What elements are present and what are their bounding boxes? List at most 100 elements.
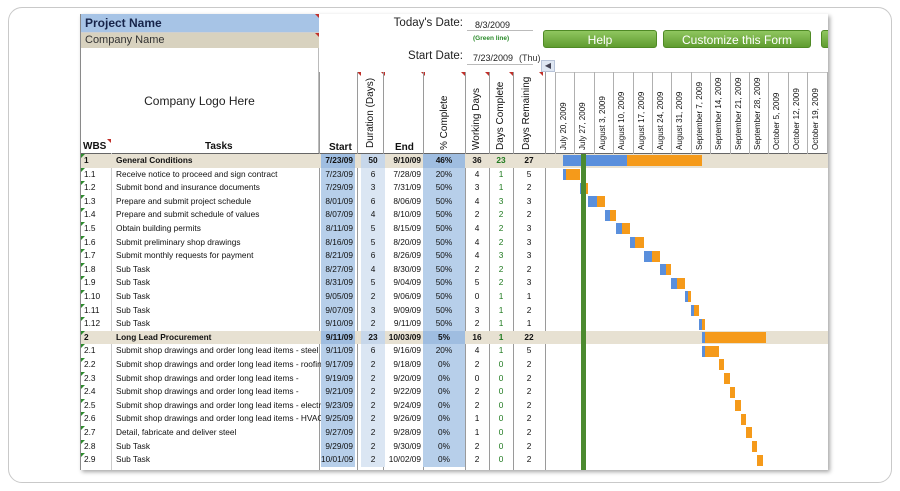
start-date-cell[interactable]: 9/27/09 bbox=[321, 426, 355, 440]
days-complete-cell[interactable]: 2 bbox=[498, 236, 504, 247]
days-remaining-cell[interactable]: 2 bbox=[526, 182, 532, 193]
working-days-cell[interactable]: 3 bbox=[474, 182, 480, 193]
days-complete-cell[interactable]: 0 bbox=[498, 427, 504, 437]
days-remaining-cell[interactable]: 2 bbox=[526, 427, 532, 437]
working-days-cell[interactable]: 4 bbox=[474, 195, 480, 206]
task-name-cell[interactable]: Sub Task bbox=[116, 263, 150, 274]
start-date-cell[interactable]: 9/11/09 bbox=[321, 330, 355, 345]
percent-complete-cell[interactable]: 50% bbox=[423, 181, 465, 195]
wbs-cell[interactable]: 2.3 bbox=[84, 372, 96, 383]
table-row[interactable]: 1.1 Receive notice to proceed and sign co… bbox=[81, 167, 828, 182]
duration-cell[interactable]: 2 bbox=[361, 358, 385, 372]
table-row[interactable]: 2.1 Submit shop drawings and order long l… bbox=[81, 344, 828, 358]
days-complete-cell[interactable]: 1 bbox=[498, 318, 504, 329]
duration-cell[interactable]: 5 bbox=[361, 222, 385, 236]
percent-complete-cell[interactable]: 50% bbox=[423, 194, 465, 209]
partial-button[interactable] bbox=[821, 30, 828, 48]
days-complete-cell[interactable]: 1 bbox=[498, 331, 504, 342]
days-remaining-cell[interactable]: 2 bbox=[526, 372, 532, 383]
duration-cell[interactable]: 2 bbox=[361, 371, 385, 386]
days-complete-cell[interactable]: 0 bbox=[498, 372, 504, 383]
start-date-cell[interactable]: 7/23/09 bbox=[321, 154, 355, 168]
task-name-cell[interactable]: Receive notice to proceed and sign contr… bbox=[116, 168, 278, 179]
wbs-cell[interactable]: 1.1 bbox=[84, 168, 96, 179]
end-date-cell[interactable]: 8/26/09 bbox=[393, 250, 421, 261]
days-complete-cell[interactable]: 1 bbox=[498, 291, 504, 301]
table-row[interactable]: 2.2 Submit shop drawings and order long l… bbox=[81, 358, 828, 372]
percent-complete-cell[interactable]: 50% bbox=[423, 208, 465, 222]
end-date-cell[interactable]: 9/26/09 bbox=[393, 413, 421, 424]
days-complete-cell[interactable]: 23 bbox=[496, 155, 506, 165]
table-row[interactable]: 1.12 Sub Task 9/10/09 2 9/11/09 50% 2 1 1 bbox=[81, 317, 828, 331]
percent-complete-cell[interactable]: 50% bbox=[423, 276, 465, 290]
start-date-cell[interactable]: 9/29/09 bbox=[321, 439, 355, 454]
duration-cell[interactable]: 4 bbox=[361, 262, 385, 277]
percent-complete-cell[interactable]: 0% bbox=[423, 358, 465, 372]
task-name-cell[interactable]: Submit shop drawings and order long lead… bbox=[116, 399, 321, 410]
task-name-cell[interactable]: Submit monthly requests for payment bbox=[116, 250, 254, 261]
days-remaining-cell[interactable]: 3 bbox=[526, 250, 532, 261]
working-days-cell[interactable]: 4 bbox=[474, 223, 480, 233]
start-date-cell[interactable]: 8/07/09 bbox=[321, 208, 355, 222]
days-complete-cell[interactable]: 0 bbox=[498, 399, 504, 410]
duration-cell[interactable]: 2 bbox=[361, 317, 385, 331]
end-date-cell[interactable]: 9/30/09 bbox=[393, 440, 421, 451]
wbs-cell[interactable]: 2.8 bbox=[84, 440, 96, 451]
working-days-cell[interactable]: 2 bbox=[474, 399, 480, 410]
end-date-cell[interactable]: 9/18/09 bbox=[393, 359, 421, 369]
end-date-cell[interactable]: 8/10/09 bbox=[393, 209, 421, 220]
working-days-cell[interactable]: 2 bbox=[474, 454, 480, 465]
wbs-cell[interactable]: 1.4 bbox=[84, 209, 96, 220]
wbs-cell[interactable]: 1.9 bbox=[84, 277, 96, 288]
end-date-cell[interactable]: 7/31/09 bbox=[393, 182, 421, 193]
task-name-cell[interactable]: Obtain building permits bbox=[116, 223, 201, 233]
percent-complete-cell[interactable]: 50% bbox=[423, 235, 465, 250]
duration-cell[interactable]: 2 bbox=[361, 453, 385, 467]
working-days-cell[interactable]: 16 bbox=[472, 331, 482, 342]
duration-cell[interactable]: 6 bbox=[361, 344, 385, 358]
task-name-cell[interactable]: Submit shop drawings and order long lead… bbox=[116, 345, 319, 356]
duration-cell[interactable]: 5 bbox=[361, 276, 385, 290]
start-date-cell[interactable]: 8/11/09 bbox=[321, 222, 355, 236]
working-days-cell[interactable]: 3 bbox=[474, 304, 480, 315]
end-date-cell[interactable]: 9/04/09 bbox=[393, 277, 421, 288]
days-complete-cell[interactable]: 3 bbox=[498, 250, 504, 261]
end-date-cell[interactable]: 9/10/09 bbox=[393, 155, 421, 165]
wbs-cell[interactable]: 1.12 bbox=[84, 318, 101, 329]
table-row[interactable]: 1.6 Submit preliminary shop drawings 8/16/… bbox=[81, 235, 828, 250]
duration-cell[interactable]: 3 bbox=[361, 303, 385, 318]
days-complete-cell[interactable]: 0 bbox=[498, 386, 504, 397]
percent-complete-cell[interactable]: 20% bbox=[423, 344, 465, 358]
todays-date-value[interactable]: 8/3/2009 bbox=[475, 20, 511, 30]
days-complete-cell[interactable]: 0 bbox=[498, 454, 504, 465]
duration-cell[interactable]: 2 bbox=[361, 412, 385, 426]
table-row[interactable]: 1.2 Submit bond and insurance documents 7/… bbox=[81, 181, 828, 195]
task-name-cell[interactable]: Submit bond and insurance documents bbox=[116, 182, 260, 193]
working-days-cell[interactable]: 2 bbox=[474, 386, 480, 397]
days-remaining-cell[interactable]: 3 bbox=[526, 195, 532, 206]
wbs-cell[interactable]: 1.3 bbox=[84, 195, 96, 206]
customize-form-button[interactable]: Customize this Form bbox=[663, 30, 811, 48]
start-date-cell[interactable]: 9/10/09 bbox=[321, 317, 355, 331]
days-remaining-cell[interactable]: 5 bbox=[526, 345, 532, 356]
days-remaining-cell[interactable]: 3 bbox=[526, 236, 532, 247]
duration-cell[interactable]: 2 bbox=[361, 290, 385, 304]
days-remaining-cell[interactable]: 2 bbox=[526, 454, 532, 465]
days-complete-cell[interactable]: 1 bbox=[498, 168, 504, 179]
end-date-cell[interactable]: 8/15/09 bbox=[393, 223, 421, 233]
end-date-cell[interactable]: 9/20/09 bbox=[393, 372, 421, 383]
working-days-cell[interactable]: 2 bbox=[474, 209, 480, 220]
working-days-cell[interactable]: 0 bbox=[474, 372, 480, 383]
end-date-cell[interactable]: 10/03/09 bbox=[388, 331, 421, 342]
end-date-cell[interactable]: 7/28/09 bbox=[393, 168, 421, 179]
percent-complete-cell[interactable]: 0% bbox=[423, 398, 465, 413]
wbs-cell[interactable]: 1.10 bbox=[84, 291, 101, 301]
percent-complete-cell[interactable]: 50% bbox=[423, 317, 465, 331]
end-date-cell[interactable]: 9/24/09 bbox=[393, 399, 421, 410]
percent-complete-cell[interactable]: 50% bbox=[423, 222, 465, 236]
days-remaining-cell[interactable]: 3 bbox=[526, 223, 532, 233]
start-date-cell[interactable]: 8/27/09 bbox=[321, 262, 355, 277]
days-complete-cell[interactable]: 1 bbox=[498, 304, 504, 315]
working-days-cell[interactable]: 2 bbox=[474, 440, 480, 451]
working-days-cell[interactable]: 1 bbox=[474, 427, 480, 437]
